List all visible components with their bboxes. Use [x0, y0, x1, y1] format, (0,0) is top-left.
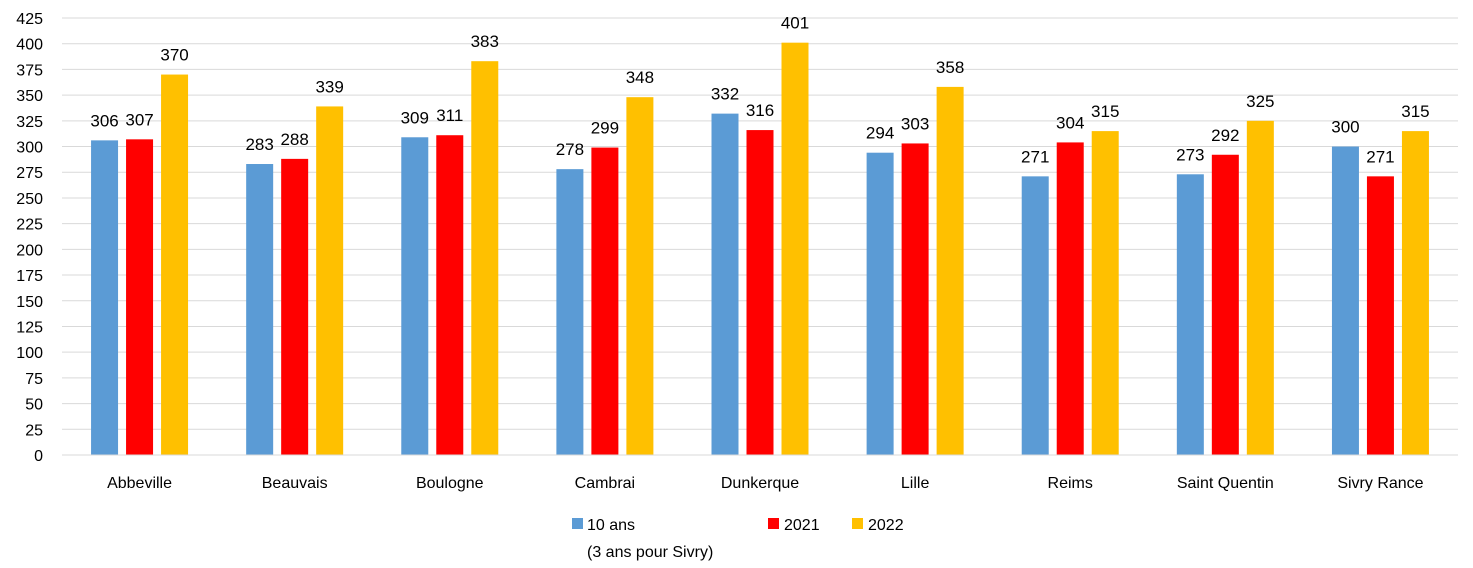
x-tick-label: Beauvais	[262, 475, 328, 492]
y-tick-label: 0	[34, 448, 43, 465]
data-label: 332	[711, 85, 739, 104]
data-label: 303	[901, 114, 929, 133]
bar-10-ans-abbeville	[91, 140, 119, 456]
y-tick-label: 400	[16, 37, 43, 54]
bar-2021-beauvais	[281, 158, 309, 456]
data-label: 315	[1401, 102, 1429, 121]
bar-2021-dunkerque	[746, 130, 774, 456]
data-label: 278	[556, 140, 584, 159]
y-tick-label: 275	[16, 165, 43, 182]
bar-10-ans-cambrai	[556, 169, 584, 456]
legend-label: 2022	[868, 517, 904, 534]
data-label: 325	[1246, 92, 1274, 111]
bar-2021-boulogne	[436, 135, 464, 456]
data-label: 370	[160, 46, 188, 65]
bar-10-ans-lille	[866, 152, 894, 455]
x-axis-ticks: Abbeville Beauvais Boulogne Cambrai Dunkerqu…	[107, 475, 1424, 492]
bar-10-ans-boulogne	[401, 137, 429, 455]
bar-2022-boulogne	[471, 61, 499, 455]
bar-2021-lille	[901, 143, 929, 455]
legend-label: 10 ans	[587, 517, 635, 534]
x-tick-label: Cambrai	[575, 475, 635, 492]
bar-2021-cambrai	[591, 147, 619, 455]
x-tick-label: Lille	[901, 475, 930, 492]
y-tick-label: 300	[16, 140, 43, 157]
data-label: 299	[591, 119, 619, 138]
y-tick-label: 50	[25, 397, 43, 414]
x-tick-label: Reims	[1048, 475, 1093, 492]
bar-10-ans-sivry-rance	[1331, 146, 1359, 455]
data-label: 300	[1331, 118, 1359, 137]
bar-10-ans-beauvais	[246, 164, 274, 456]
x-tick-label: Boulogne	[416, 475, 484, 492]
data-label: 283	[245, 135, 273, 154]
data-label: 304	[1056, 113, 1084, 132]
y-tick-label: 125	[16, 319, 43, 336]
data-label: 288	[280, 130, 308, 149]
y-axis-ticks: 0 25 50 75 100 125 150 175 200 225 250 275 300 325 350…	[16, 11, 43, 465]
bar-2022-saint-quentin	[1246, 120, 1274, 455]
y-tick-label: 375	[16, 62, 43, 79]
y-tick-label: 75	[25, 371, 43, 388]
data-label: 348	[626, 68, 654, 87]
bar-2021-abbeville	[126, 139, 154, 455]
bar-2022-abbeville	[161, 74, 189, 455]
y-tick-label: 250	[16, 191, 43, 208]
x-tick-label: Dunkerque	[721, 475, 799, 492]
y-tick-label: 350	[16, 88, 43, 105]
y-tick-label: 200	[16, 242, 43, 259]
bar-10-ans-dunkerque	[711, 113, 739, 455]
bar-10-ans-saint-quentin	[1176, 174, 1204, 456]
legend-swatch	[768, 518, 779, 529]
bars	[91, 42, 1429, 456]
data-label: 273	[1176, 145, 1204, 164]
data-label: 307	[125, 110, 153, 129]
bar-2021-saint-quentin	[1211, 154, 1239, 455]
data-label: 271	[1366, 147, 1394, 166]
legend-label-line2: (3 ans pour Sivry)	[587, 544, 713, 561]
y-tick-label: 325	[16, 114, 43, 131]
legend-swatch	[572, 518, 583, 529]
bar-2022-sivry-rance	[1401, 131, 1429, 455]
y-tick-label: 100	[16, 345, 43, 362]
bar-2021-sivry-rance	[1366, 176, 1394, 455]
bar-2022-cambrai	[626, 97, 654, 455]
data-label: 358	[936, 58, 964, 77]
data-label: 316	[746, 101, 774, 120]
data-label: 383	[471, 32, 499, 51]
x-tick-label: Abbeville	[107, 475, 172, 492]
data-label: 339	[315, 77, 343, 96]
y-tick-label: 225	[16, 217, 43, 234]
data-label: 306	[90, 111, 118, 130]
bar-2021-reims	[1056, 142, 1084, 455]
data-labels: 306 307 370 283 288 339 309 311 383 278 299 348 332 3…	[90, 14, 1429, 167]
data-label: 294	[866, 124, 894, 143]
data-label: 292	[1211, 126, 1239, 145]
y-tick-label: 150	[16, 294, 43, 311]
legend: 10 ans (3 ans pour Sivry) 2021 2022	[572, 517, 904, 561]
data-label: 311	[436, 106, 463, 125]
data-label: 271	[1021, 147, 1049, 166]
legend-swatch	[852, 518, 863, 529]
data-label: 309	[401, 108, 429, 127]
y-tick-label: 175	[16, 268, 43, 285]
y-tick-label: 25	[25, 422, 43, 439]
data-label: 401	[781, 14, 809, 33]
bar-2022-lille	[936, 86, 964, 456]
bar-2022-dunkerque	[781, 42, 809, 456]
bar-2022-reims	[1091, 131, 1119, 455]
bar-10-ans-reims	[1021, 176, 1049, 455]
x-tick-label: Saint Quentin	[1177, 475, 1274, 492]
x-tick-label: Sivry Rance	[1337, 475, 1423, 492]
y-tick-label: 425	[16, 11, 43, 28]
data-label: 315	[1091, 102, 1119, 121]
bar-2022-beauvais	[316, 106, 344, 456]
legend-label: 2021	[784, 517, 820, 534]
